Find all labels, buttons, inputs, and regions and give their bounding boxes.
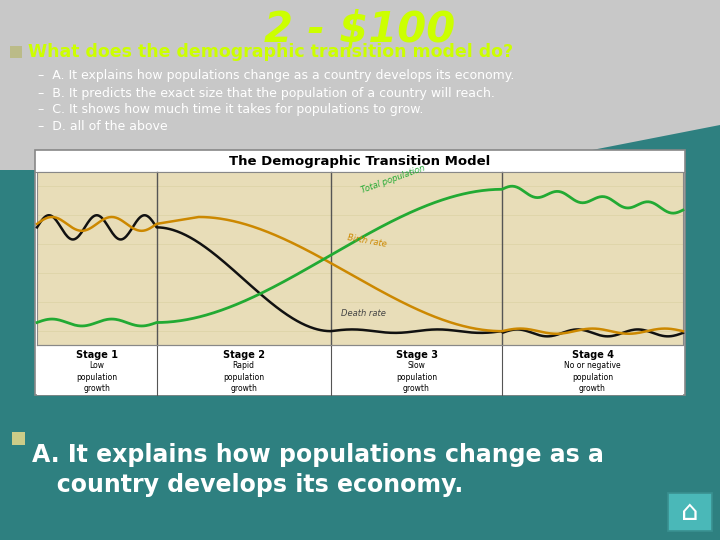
Text: What does the demographic transition model do?: What does the demographic transition mod… (28, 43, 513, 61)
Text: –  B. It predicts the exact size that the population of a country will reach.: – B. It predicts the exact size that the… (38, 86, 495, 99)
Polygon shape (0, 0, 720, 170)
Text: Stage 1: Stage 1 (76, 350, 118, 360)
Text: A. It explains how populations change as a: A. It explains how populations change as… (32, 443, 604, 467)
Text: Stage 3: Stage 3 (395, 350, 438, 360)
Text: Rapid
population
growth: Rapid population growth (223, 361, 264, 393)
FancyBboxPatch shape (10, 46, 22, 58)
Text: Low
population
growth: Low population growth (76, 361, 117, 393)
Text: –  D. all of the above: – D. all of the above (38, 120, 168, 133)
FancyBboxPatch shape (35, 150, 685, 395)
Text: Stage 2: Stage 2 (222, 350, 265, 360)
Text: No or negative
population
growth: No or negative population growth (564, 361, 621, 393)
Text: Birth rate: Birth rate (347, 233, 388, 248)
Text: Total population: Total population (360, 163, 426, 195)
Text: country develops its economy.: country develops its economy. (32, 473, 463, 497)
Text: Slow
population
growth: Slow population growth (396, 361, 437, 393)
Text: Death rate: Death rate (341, 308, 385, 318)
Text: ⌂: ⌂ (681, 498, 699, 526)
Text: –  A. It explains how populations change as a country develops its economy.: – A. It explains how populations change … (38, 70, 514, 83)
Text: –  C. It shows how much time it takes for populations to grow.: – C. It shows how much time it takes for… (38, 104, 423, 117)
Text: The Demographic Transition Model: The Demographic Transition Model (230, 154, 490, 167)
FancyBboxPatch shape (37, 172, 683, 345)
Text: 2 - $100: 2 - $100 (264, 9, 456, 51)
FancyBboxPatch shape (668, 493, 712, 531)
FancyBboxPatch shape (12, 432, 25, 445)
Text: Stage 4: Stage 4 (572, 350, 613, 360)
FancyBboxPatch shape (37, 345, 683, 395)
